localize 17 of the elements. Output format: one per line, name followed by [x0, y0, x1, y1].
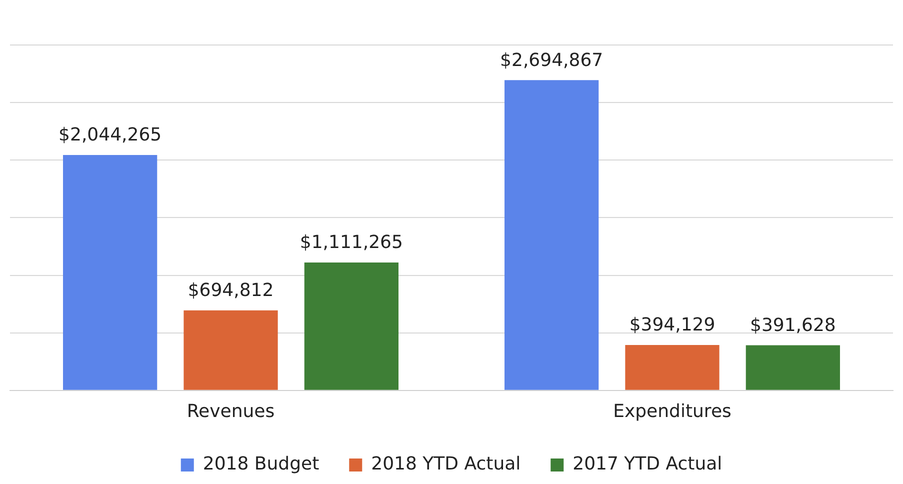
bar	[625, 345, 720, 390]
bar	[184, 310, 278, 390]
data-label: $694,812	[188, 280, 274, 302]
bar	[63, 155, 158, 390]
legend-label: 2017 YTD Actual	[572, 454, 722, 475]
x-tick-label: Revenues	[186, 400, 275, 422]
data-label: $2,044,265	[58, 124, 162, 146]
x-tick-label: Expenditures	[613, 400, 732, 422]
data-label: $391,628	[750, 314, 836, 336]
data-label: $2,694,867	[500, 50, 604, 71]
data-label: $394,129	[629, 314, 716, 336]
data-label: $1,111,265	[300, 232, 403, 254]
bar	[504, 80, 599, 390]
legend-label: 2018 YTD Actual	[371, 454, 521, 475]
bar	[746, 345, 840, 390]
legend-label: 2018 Budget	[202, 454, 320, 475]
bar	[304, 262, 398, 390]
